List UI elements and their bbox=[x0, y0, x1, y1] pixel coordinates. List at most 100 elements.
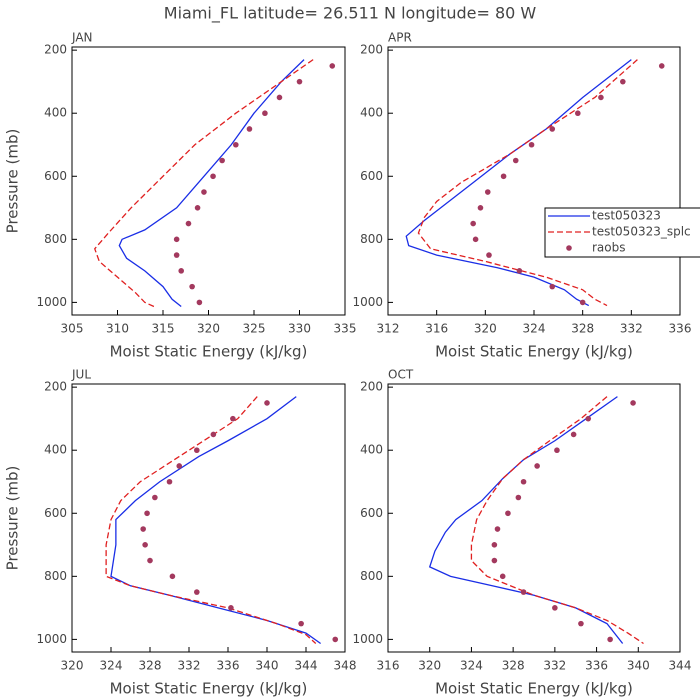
y-axis-label: Pressure (mb) bbox=[4, 466, 22, 571]
raob-point bbox=[549, 126, 556, 132]
x-tick-label: 332 bbox=[620, 322, 643, 336]
panel: OCT 316 320 324 328 332 336 340 344 200 400 600 800 1… bbox=[352, 368, 691, 698]
raob-point bbox=[298, 620, 304, 627]
page-title: Miami_FL latitude= 26.511 N longitude= 8… bbox=[164, 4, 537, 24]
raob-point bbox=[528, 141, 535, 148]
raob-point bbox=[484, 189, 491, 195]
x-tick-label: 310 bbox=[106, 322, 129, 336]
x-tick-label: 324 bbox=[460, 659, 483, 673]
raob-point bbox=[233, 141, 239, 148]
x-tick-label: 320 bbox=[61, 659, 84, 673]
x-axis-label: Moist Static Energy (kJ/kg) bbox=[110, 680, 308, 698]
raob-point bbox=[201, 189, 207, 195]
raob-point bbox=[607, 636, 613, 643]
y-tick-label: 1000 bbox=[36, 295, 67, 309]
y-tick-label: 600 bbox=[360, 169, 383, 183]
raob-point bbox=[598, 94, 604, 101]
raob-point bbox=[486, 252, 492, 258]
panel: JAN 305 310 315 320 325 330 335 200 400 600 800 1000… bbox=[4, 31, 357, 361]
profile-line bbox=[470, 396, 644, 645]
raob-point bbox=[494, 526, 501, 532]
x-tick-label: 336 bbox=[669, 322, 692, 336]
raob-point bbox=[491, 542, 498, 548]
y-tick-label: 600 bbox=[44, 169, 67, 183]
plot-frame bbox=[71, 46, 346, 316]
raob-point bbox=[500, 173, 507, 180]
x-tick-label: 332 bbox=[178, 659, 201, 673]
y-tick-label: 400 bbox=[360, 106, 383, 120]
raob-point bbox=[552, 605, 558, 611]
raob-point bbox=[276, 94, 283, 101]
raob-point bbox=[578, 620, 584, 627]
y-tick-label: 200 bbox=[44, 380, 67, 394]
y-tick-label: 200 bbox=[44, 43, 67, 57]
raob-point bbox=[575, 110, 581, 117]
panel: APR 312 316 320 324 328 332 336 200 400 600 800 1000… bbox=[352, 31, 700, 361]
raob-point bbox=[194, 447, 200, 454]
raob-point bbox=[549, 283, 556, 290]
plot-frame bbox=[387, 383, 681, 653]
y-tick-label: 400 bbox=[44, 443, 67, 457]
x-tick-label: 315 bbox=[152, 322, 175, 336]
raob-point bbox=[142, 542, 148, 548]
raob-point bbox=[472, 236, 479, 243]
legend-marker bbox=[566, 245, 572, 251]
profile-line bbox=[428, 396, 624, 644]
raob-point bbox=[210, 431, 217, 438]
raob-point bbox=[477, 205, 484, 211]
raob-point bbox=[491, 557, 498, 564]
raob-point bbox=[499, 573, 506, 580]
raob-point bbox=[512, 157, 519, 164]
raob-point bbox=[264, 400, 270, 406]
x-tick-label: 340 bbox=[256, 659, 279, 673]
x-tick-label: 320 bbox=[418, 659, 441, 673]
raob-point bbox=[147, 557, 153, 564]
panel-title: JUL bbox=[71, 368, 91, 382]
raob-point bbox=[228, 605, 234, 611]
y-tick-label: 800 bbox=[360, 569, 383, 583]
raob-point bbox=[210, 173, 216, 180]
x-tick-label: 348 bbox=[334, 659, 357, 673]
x-axis-label: Moist Static Energy (kJ/kg) bbox=[435, 343, 633, 361]
raob-point bbox=[173, 236, 180, 243]
x-tick-label: 328 bbox=[502, 659, 525, 673]
x-tick-label: 336 bbox=[585, 659, 608, 673]
raob-point bbox=[140, 526, 146, 532]
raob-point bbox=[194, 589, 200, 595]
raob-point bbox=[185, 220, 192, 227]
y-tick-label: 400 bbox=[44, 106, 67, 120]
profile-line bbox=[105, 396, 317, 644]
raob-point bbox=[144, 510, 150, 517]
raob-point bbox=[520, 589, 527, 595]
y-tick-label: 600 bbox=[44, 506, 67, 520]
raob-point bbox=[585, 415, 592, 422]
y-tick-label: 1000 bbox=[352, 295, 383, 309]
raob-point bbox=[570, 431, 577, 438]
raob-point bbox=[329, 63, 336, 69]
x-tick-label: 340 bbox=[627, 659, 650, 673]
raob-point bbox=[620, 78, 626, 85]
raob-point bbox=[219, 157, 225, 164]
raob-point bbox=[534, 463, 540, 469]
raob-point bbox=[246, 126, 253, 132]
x-axis-label: Moist Static Energy (kJ/kg) bbox=[110, 343, 308, 361]
y-tick-label: 800 bbox=[360, 232, 383, 246]
x-tick-label: 328 bbox=[139, 659, 162, 673]
x-tick-label: 316 bbox=[425, 322, 448, 336]
raob-point bbox=[515, 494, 522, 501]
y-tick-label: 600 bbox=[360, 506, 383, 520]
profile-line bbox=[94, 59, 314, 308]
y-tick-label: 200 bbox=[360, 380, 383, 394]
profile-line bbox=[110, 396, 322, 645]
raob-point bbox=[630, 400, 636, 406]
legend-label: raobs bbox=[592, 241, 626, 255]
legend-label: test050323 bbox=[592, 209, 661, 223]
raob-point bbox=[178, 268, 184, 274]
y-tick-label: 1000 bbox=[352, 632, 383, 646]
x-tick-label: 320 bbox=[474, 322, 497, 336]
plot-frame bbox=[387, 46, 681, 316]
raob-point bbox=[262, 110, 268, 117]
raob-point bbox=[169, 573, 176, 580]
raob-point bbox=[520, 478, 527, 485]
